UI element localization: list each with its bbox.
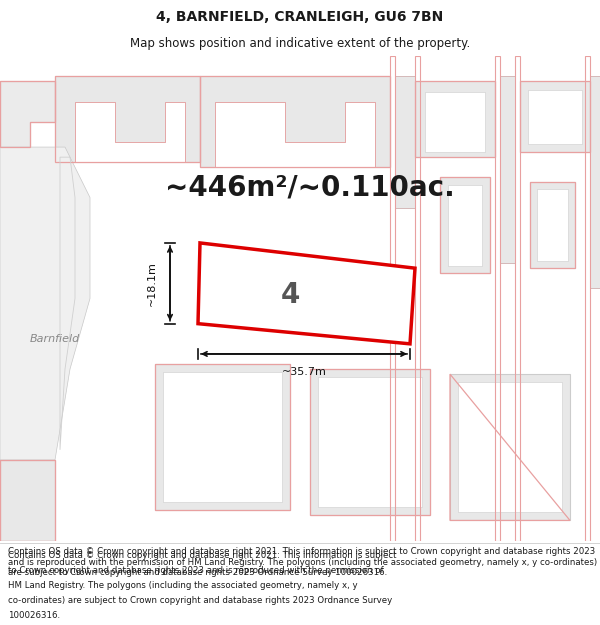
Text: Map shows position and indicative extent of the property.: Map shows position and indicative extent…	[130, 38, 470, 51]
Polygon shape	[528, 89, 582, 144]
Text: ~35.7m: ~35.7m	[281, 367, 326, 377]
Polygon shape	[415, 81, 495, 157]
Text: co-ordinates) are subject to Crown copyright and database rights 2023 Ordnance S: co-ordinates) are subject to Crown copyr…	[8, 596, 392, 605]
Text: 4, BARNFIELD, CRANLEIGH, GU6 7BN: 4, BARNFIELD, CRANLEIGH, GU6 7BN	[157, 10, 443, 24]
Polygon shape	[395, 76, 415, 208]
Polygon shape	[155, 364, 290, 511]
Polygon shape	[520, 81, 590, 152]
Polygon shape	[425, 92, 485, 152]
Polygon shape	[0, 460, 55, 541]
Polygon shape	[0, 81, 55, 147]
Polygon shape	[458, 382, 562, 512]
Polygon shape	[440, 177, 490, 273]
Polygon shape	[215, 102, 375, 168]
Text: ~446m²/~0.110ac.: ~446m²/~0.110ac.	[165, 173, 455, 201]
Text: to Crown copyright and database rights 2023 and is reproduced with the permissio: to Crown copyright and database rights 2…	[8, 566, 383, 575]
Polygon shape	[0, 147, 90, 460]
Polygon shape	[448, 186, 482, 266]
Polygon shape	[75, 102, 185, 162]
Polygon shape	[500, 76, 515, 263]
Text: ~18.1m: ~18.1m	[147, 261, 157, 306]
Polygon shape	[450, 374, 570, 521]
Text: Contains OS data © Crown copyright and database right 2021. This information is : Contains OS data © Crown copyright and d…	[8, 548, 597, 577]
Text: 4: 4	[281, 281, 301, 309]
Polygon shape	[537, 189, 568, 261]
Polygon shape	[198, 243, 415, 344]
Polygon shape	[200, 76, 390, 168]
Polygon shape	[530, 182, 575, 268]
Text: Contains OS data © Crown copyright and database right 2021. This information is : Contains OS data © Crown copyright and d…	[8, 551, 397, 560]
Text: HM Land Registry. The polygons (including the associated geometry, namely x, y: HM Land Registry. The polygons (includin…	[8, 581, 358, 590]
Text: 100026316.: 100026316.	[8, 611, 60, 621]
Polygon shape	[310, 369, 430, 516]
Polygon shape	[163, 372, 282, 503]
Polygon shape	[590, 76, 600, 288]
Text: Barnfield: Barnfield	[30, 334, 80, 344]
Polygon shape	[55, 76, 200, 162]
Polygon shape	[318, 377, 422, 508]
